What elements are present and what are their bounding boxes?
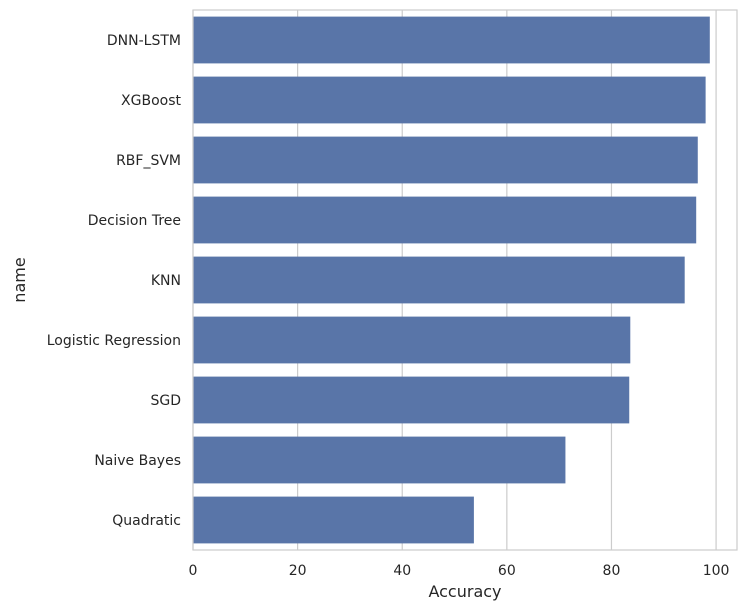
bar (193, 376, 630, 424)
x-tick-label: 20 (289, 563, 307, 579)
y-axis-label: name (10, 257, 29, 302)
y-tick-label: KNN (151, 273, 181, 289)
bar (193, 76, 706, 124)
bar (193, 16, 710, 64)
x-tick-label: 0 (189, 563, 198, 579)
bar (193, 316, 631, 364)
bar (193, 436, 566, 484)
x-tick-labels: 0 20 40 60 80 100 (189, 563, 730, 579)
x-tick-label: 100 (703, 563, 730, 579)
x-tick-label: 60 (498, 563, 516, 579)
bar (193, 496, 474, 544)
y-tick-label: SGD (150, 393, 181, 409)
y-tick-label: Decision Tree (88, 213, 181, 229)
plot-frame (192, 9, 738, 551)
y-tick-labels: DNN-LSTM XGBoost RBF_SVM Decision Tree KNN Lo… (47, 33, 182, 529)
bar (193, 256, 685, 304)
x-tick-label: 40 (393, 563, 411, 579)
y-tick-label: Logistic Regression (47, 333, 181, 349)
x-axis-label: Accuracy (428, 582, 501, 601)
y-tick-label: DNN-LSTM (107, 33, 181, 49)
bar (193, 196, 697, 244)
y-tick-label: Naive Bayes (94, 453, 181, 469)
y-tick-label: Quadratic (112, 513, 181, 529)
y-tick-label: RBF_SVM (116, 153, 181, 169)
bars (193, 16, 710, 544)
x-tick-label: 80 (603, 563, 621, 579)
bar (193, 136, 698, 184)
y-tick-label: XGBoost (121, 93, 181, 109)
